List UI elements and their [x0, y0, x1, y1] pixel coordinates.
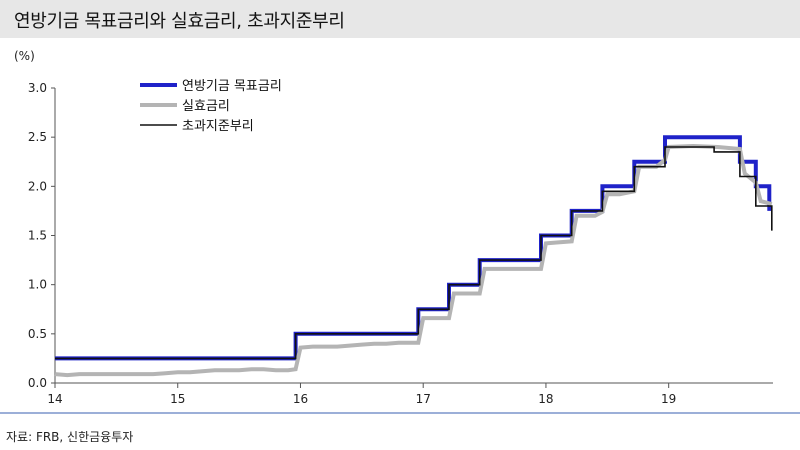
legend-label-1: 연방기금 목표금리 [182, 79, 282, 94]
chart-title: 연방기금 목표금리와 실효금리, 초과지준부리 [14, 11, 345, 32]
axes: (%) 0.0 0.5 1.0 1.5 2.0 2.5 3.0 14 15 16 17 18 19 [0, 49, 800, 414]
source-note: 자료: FRB, 신한금융투자 [6, 430, 134, 444]
y-tick-label: 2.5 [28, 130, 47, 144]
x-tick-label: 17 [416, 392, 431, 406]
x-tick-label: 14 [47, 392, 62, 406]
x-tick-label: 15 [170, 392, 185, 406]
x-tick-label: 19 [661, 392, 676, 406]
x-tick-label: 16 [293, 392, 308, 406]
y-tick-label: 3.0 [28, 81, 47, 95]
y-tick-label: 1.5 [28, 229, 47, 243]
y-tick-label: 0.5 [28, 327, 47, 341]
series-lines [54, 135, 773, 378]
x-tick-label: 18 [538, 392, 553, 406]
y-tick-label: 0.0 [28, 376, 47, 390]
y-unit-label: (%) [14, 49, 35, 63]
y-tick-label: 1.0 [28, 278, 47, 292]
legend-label-2: 실효금리 [182, 99, 230, 114]
series-line-1 [55, 135, 772, 361]
series-line-2 [54, 143, 773, 378]
title-bar: 연방기금 목표금리와 실효금리, 초과지준부리 [0, 0, 800, 38]
legend-label-3: 초과지준부리 [182, 119, 254, 134]
series-line-3 [55, 146, 773, 360]
y-tick-label: 2.0 [28, 179, 47, 193]
